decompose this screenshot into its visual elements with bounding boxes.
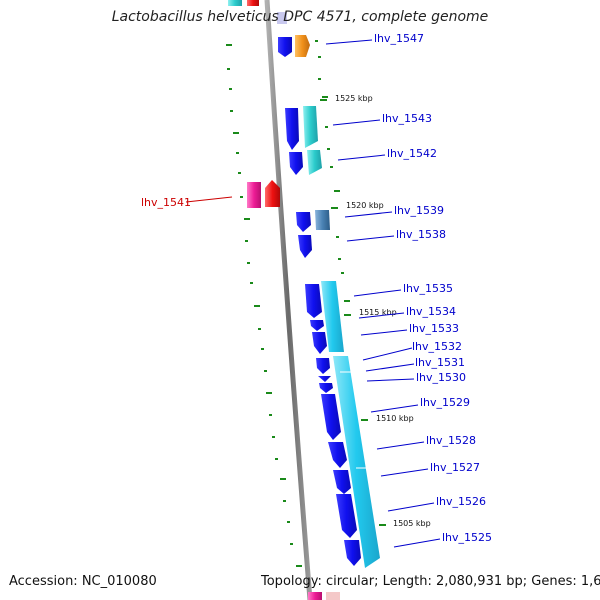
gc-skew-dot bbox=[296, 565, 302, 567]
gc-skew-dot bbox=[280, 478, 286, 480]
gene-arrow[interactable] bbox=[247, 182, 261, 208]
gene-label-lhv-1534[interactable]: lhv_1534 bbox=[406, 305, 456, 318]
gene-label-lhv-1525[interactable]: lhv_1525 bbox=[442, 531, 492, 544]
gene-label-lhv-1547[interactable]: lhv_1547 bbox=[374, 32, 424, 45]
gene-arrow[interactable] bbox=[318, 376, 331, 382]
gene-arrow[interactable] bbox=[296, 212, 311, 232]
gene-label-lhv-1526[interactable]: lhv_1526 bbox=[436, 495, 486, 508]
gc-skew-dot bbox=[258, 328, 261, 330]
tick-group: 1525 kbp 1520 kbp 1515 kbp 1510 kbp 1505… bbox=[320, 94, 431, 528]
gene-arrow[interactable] bbox=[321, 281, 344, 352]
gene-arrow[interactable] bbox=[265, 180, 280, 207]
gc-skew-dot bbox=[250, 282, 253, 284]
gc-skew-dot bbox=[318, 56, 321, 58]
gc-skew-dot bbox=[227, 68, 230, 70]
gene-arrow[interactable] bbox=[315, 210, 330, 230]
gc-skew-dot bbox=[283, 500, 286, 502]
tick-label: 1520 kbp bbox=[346, 201, 384, 210]
gc-skew-track bbox=[226, 40, 350, 567]
gene-label-lhv-1530[interactable]: lhv_1530 bbox=[416, 371, 466, 384]
gc-skew-dot bbox=[240, 196, 243, 198]
gene-arrow[interactable] bbox=[319, 383, 333, 393]
gene-arrow[interactable] bbox=[285, 108, 299, 150]
gene-arrow[interactable] bbox=[308, 592, 322, 600]
gene-arrow[interactable] bbox=[333, 470, 351, 494]
gc-skew-dot bbox=[226, 44, 232, 46]
gene-arrow[interactable] bbox=[310, 320, 324, 331]
gene-labels: lhv_1547 lhv_1543 lhv_1542 lhv_1541 lhv_… bbox=[141, 32, 492, 544]
gc-skew-dot bbox=[275, 458, 278, 460]
gene-arrow[interactable] bbox=[333, 356, 380, 568]
gene-label-lhv-1543[interactable]: lhv_1543 bbox=[382, 112, 432, 125]
gene-arrow[interactable] bbox=[336, 494, 357, 538]
gene-arrow[interactable] bbox=[277, 12, 287, 24]
gc-skew-dot bbox=[341, 272, 344, 274]
gc-skew-dot bbox=[254, 305, 260, 307]
tick-label: 1515 kbp bbox=[359, 308, 397, 317]
genome-summary-text: Topology: circular; Length: 2,080,931 bp… bbox=[261, 574, 600, 589]
gc-skew-dot bbox=[247, 262, 250, 264]
gene-arrow[interactable] bbox=[228, 0, 242, 6]
gene-arrow[interactable] bbox=[328, 442, 347, 468]
gene-label-lhv-1532[interactable]: lhv_1532 bbox=[412, 340, 462, 353]
gc-skew-dot bbox=[264, 370, 267, 372]
gene-arrow[interactable] bbox=[326, 592, 340, 600]
genome-title: Lactobacillus helveticus DPC 4571, compl… bbox=[111, 9, 489, 25]
gene-label-lhv-1542[interactable]: lhv_1542 bbox=[387, 147, 437, 160]
gc-skew-dot bbox=[244, 218, 250, 220]
gene-label-lhv-1528[interactable]: lhv_1528 bbox=[426, 434, 476, 447]
tick-label: 1510 kbp bbox=[376, 414, 414, 423]
gc-skew-dot bbox=[325, 126, 328, 128]
gene-arrow[interactable] bbox=[247, 0, 259, 6]
gc-skew-dot bbox=[266, 392, 272, 394]
gc-skew-dot bbox=[269, 414, 272, 416]
gene-label-lhv-1527[interactable]: lhv_1527 bbox=[430, 461, 480, 474]
gc-skew-dot bbox=[318, 78, 321, 80]
gene-arrow[interactable] bbox=[289, 152, 303, 175]
leader-lines bbox=[185, 39, 441, 548]
tick-label: 1505 kbp bbox=[393, 519, 431, 528]
accession-text: Accession: NC_010080 bbox=[9, 574, 157, 589]
gene-arrow[interactable] bbox=[303, 106, 318, 148]
gc-skew-dot bbox=[344, 300, 350, 302]
gc-skew-dot bbox=[327, 148, 330, 150]
gc-skew-dot bbox=[230, 110, 233, 112]
gc-skew-dot bbox=[233, 132, 239, 134]
gc-skew-dot bbox=[330, 166, 333, 168]
tick-label: 1525 kbp bbox=[335, 94, 373, 103]
gc-skew-dot bbox=[287, 521, 290, 523]
gc-skew-dot bbox=[315, 40, 318, 42]
gc-skew-dot bbox=[322, 96, 328, 98]
gene-label-lhv-1539[interactable]: lhv_1539 bbox=[394, 204, 444, 217]
gc-skew-dot bbox=[290, 543, 293, 545]
gene-arrow[interactable] bbox=[278, 37, 292, 57]
gc-skew-dot bbox=[245, 240, 248, 242]
gene-label-lhv-1541[interactable]: lhv_1541 bbox=[141, 196, 191, 209]
gc-skew-dot bbox=[229, 88, 232, 90]
gene-arrow[interactable] bbox=[305, 284, 322, 318]
gene-arrow[interactable] bbox=[344, 540, 361, 566]
genome-backbone bbox=[264, 0, 313, 600]
gene-label-lhv-1538[interactable]: lhv_1538 bbox=[396, 228, 446, 241]
gene-arrow[interactable] bbox=[312, 332, 327, 354]
gene-label-lhv-1535[interactable]: lhv_1535 bbox=[403, 282, 453, 295]
gc-skew-dot bbox=[238, 172, 241, 174]
gc-skew-dot bbox=[272, 436, 275, 438]
gc-skew-dot bbox=[336, 236, 339, 238]
gene-label-lhv-1533[interactable]: lhv_1533 bbox=[409, 322, 459, 335]
gene-arrow[interactable] bbox=[298, 235, 312, 258]
gene-arrow[interactable] bbox=[295, 35, 310, 57]
gene-label-lhv-1531[interactable]: lhv_1531 bbox=[415, 356, 465, 369]
gene-arrow[interactable] bbox=[321, 394, 341, 440]
gene-arrow[interactable] bbox=[316, 358, 330, 374]
gene-label-lhv-1529[interactable]: lhv_1529 bbox=[420, 396, 470, 409]
gene-arrow[interactable] bbox=[307, 150, 322, 175]
gc-skew-dot bbox=[261, 348, 264, 350]
gc-skew-dot bbox=[338, 258, 341, 260]
gc-skew-dot bbox=[334, 190, 340, 192]
gc-skew-dot bbox=[236, 152, 239, 154]
